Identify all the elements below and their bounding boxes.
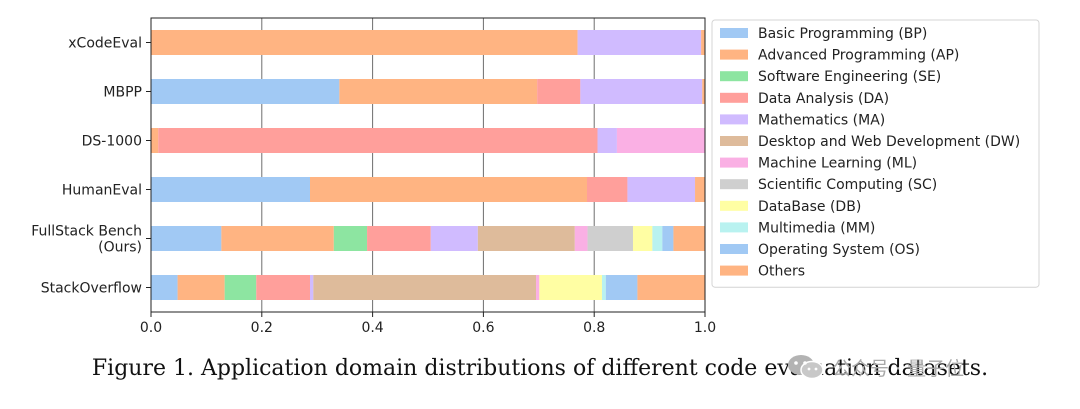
y-tick-label: StackOverflow <box>41 281 142 297</box>
legend-label: Scientific Computing (SC) <box>758 177 937 193</box>
legend-swatch <box>720 136 748 146</box>
bar-segment <box>597 128 617 153</box>
bar-segment <box>701 30 705 55</box>
bar-segment <box>224 275 257 300</box>
legend-swatch <box>720 114 748 125</box>
bar-segment <box>309 275 314 300</box>
bar-segment <box>151 30 578 55</box>
bar-segment <box>430 226 478 251</box>
y-tick-label-line: FullStack Bench <box>31 224 142 240</box>
bar-segment <box>577 30 702 55</box>
x-tick-label: 0.8 <box>583 320 605 336</box>
bar-segment <box>601 275 606 300</box>
watermark: 公众号 · 量子位 <box>786 348 964 386</box>
bar-segment <box>309 177 587 202</box>
legend-swatch <box>720 200 748 211</box>
figure-caption: Figure 1. Application domain distributio… <box>91 356 989 381</box>
y-tick-label-line: HumanEval <box>62 183 142 199</box>
legend-label: Advanced Programming (AP) <box>758 48 959 64</box>
chart-figure: 0.0 0.2 0.4 0.6 0.8 1.0 xCodeEval MBPP DS-1000 Hu… <box>31 17 1040 336</box>
bar-segment <box>539 275 602 300</box>
legend: Basic Programming (BP) Advanced Programmi… <box>711 19 1040 288</box>
y-tick-label: FullStack Bench (Ours) <box>31 224 142 256</box>
y-tick-label-line: MBPP <box>103 85 142 101</box>
bar-segment <box>695 177 705 202</box>
legend-swatch <box>720 244 748 254</box>
legend-label: Desktop and Web Development (DW) <box>758 134 1020 150</box>
bar-segment <box>702 79 705 104</box>
legend-label: Operating System (OS) <box>758 242 920 258</box>
bar-segment <box>158 128 598 153</box>
legend-swatch <box>720 49 748 60</box>
x-tick-label: 0.0 <box>140 320 162 336</box>
bar-segment <box>616 128 705 153</box>
y-tick-label: DS-1000 <box>82 134 142 150</box>
legend-label: Software Engineering (SE) <box>758 69 941 85</box>
bar-segment <box>605 275 638 300</box>
bar-segment <box>256 275 310 300</box>
legend-label: Basic Programming (BP) <box>758 26 927 42</box>
bar-segment <box>627 177 696 202</box>
wechat-icon <box>788 355 824 380</box>
y-tick-label-line: (Ours) <box>98 240 142 256</box>
bar-segment <box>637 275 705 300</box>
bar-segment <box>151 226 222 251</box>
y-tick-label-line: xCodeEval <box>68 36 142 52</box>
bar-segment <box>151 79 340 104</box>
y-tick-label-line: DS-1000 <box>82 134 142 150</box>
bar-segment <box>367 226 431 251</box>
bar-segment <box>662 226 674 251</box>
bar-segment <box>574 226 588 251</box>
bar-segment <box>151 177 310 202</box>
bar-segment <box>221 226 334 251</box>
bar-segment <box>536 275 540 300</box>
y-tick-label: xCodeEval <box>68 36 142 52</box>
bar-segment <box>477 226 575 251</box>
legend-label: Others <box>758 264 805 280</box>
bar-segment <box>313 275 537 300</box>
legend-swatch <box>720 179 748 190</box>
legend-swatch <box>720 222 748 233</box>
legend-swatch <box>720 28 748 38</box>
legend-label: Mathematics (MA) <box>758 112 885 128</box>
bar-segment <box>587 226 633 251</box>
bar-segment <box>333 226 368 251</box>
bar-segment <box>580 79 703 104</box>
x-tick-label: 0.4 <box>361 320 383 336</box>
bar-segment <box>632 226 653 251</box>
bar-segment <box>537 79 581 104</box>
legend-label: Machine Learning (ML) <box>758 156 917 172</box>
x-tick-label: 1.0 <box>694 320 716 336</box>
x-tick-label: 0.6 <box>472 320 494 336</box>
legend-box <box>711 19 1040 288</box>
bar-segment <box>586 177 628 202</box>
legend-swatch <box>720 265 748 276</box>
x-tick-label: 0.2 <box>251 320 273 336</box>
legend-swatch <box>720 71 748 82</box>
bar-segment <box>151 275 178 300</box>
bar-segment <box>339 79 538 104</box>
legend-swatch <box>720 92 748 103</box>
bar-segment <box>652 226 663 251</box>
legend-label: Multimedia (MM) <box>758 220 875 236</box>
bar-segment <box>673 226 705 251</box>
bar-segment <box>177 275 225 300</box>
legend-label: DataBase (DB) <box>758 199 861 215</box>
axes: 0.0 0.2 0.4 0.6 0.8 1.0 xCodeEval MBPP DS-1000 Hu… <box>31 17 716 336</box>
bar-stacks <box>151 30 705 300</box>
legend-swatch <box>720 157 748 168</box>
y-tick-label: HumanEval <box>62 183 142 199</box>
watermark-text: 公众号 · 量子位 <box>832 357 965 380</box>
bar-segment <box>151 128 159 153</box>
y-tick-label: MBPP <box>103 85 142 101</box>
legend-label: Data Analysis (DA) <box>758 91 889 107</box>
y-tick-label-line: StackOverflow <box>41 281 142 297</box>
x-gridlines <box>261 18 595 312</box>
plot-frame <box>150 17 706 313</box>
